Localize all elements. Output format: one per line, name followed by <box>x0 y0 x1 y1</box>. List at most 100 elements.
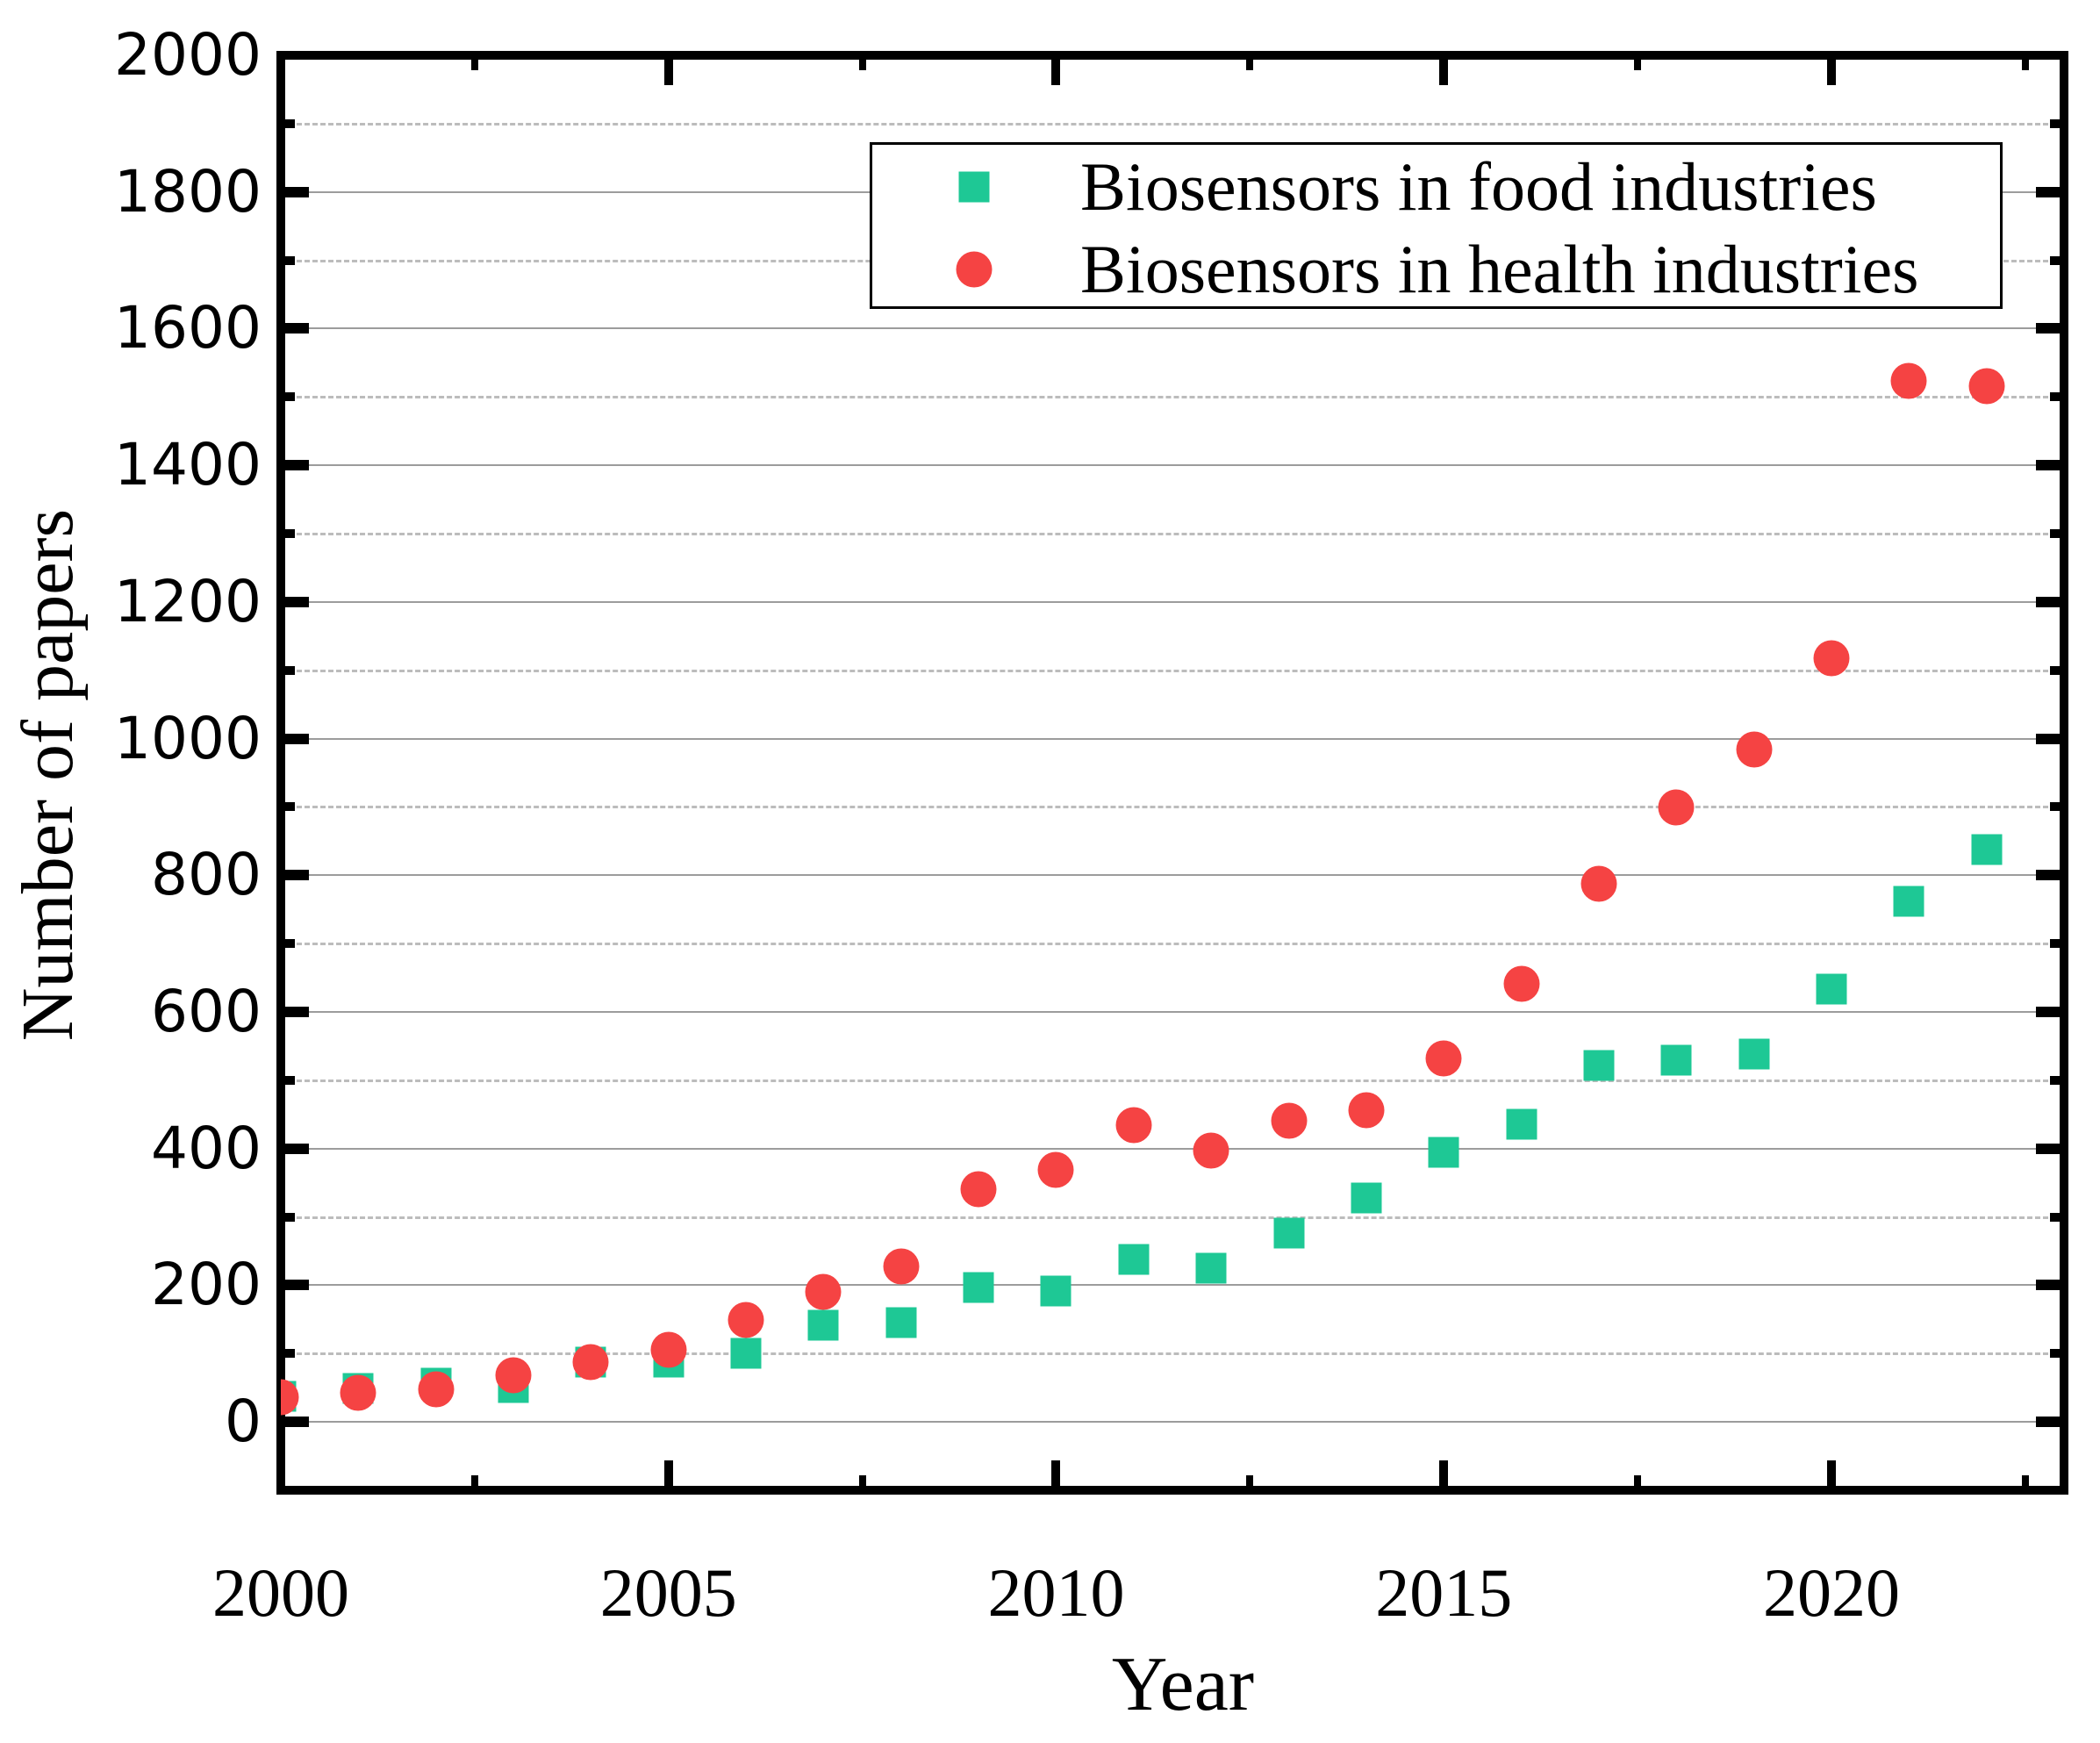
point-health-2017 <box>1580 865 1617 902</box>
point-health-2000 <box>281 1379 299 1416</box>
y-major-tick-right-1400 <box>2036 460 2064 471</box>
x-minor-tick-top-2012.5 <box>1246 55 1254 70</box>
x-minor-tick-top-2002.5 <box>470 55 478 70</box>
y-axis-title: Number of papers <box>7 508 89 1042</box>
y-minor-tick-left-500 <box>281 1075 295 1085</box>
legend: Biosensors in food industries Biosensors… <box>870 142 2003 309</box>
point-health-2009 <box>960 1171 997 1208</box>
x-minor-tick-bottom-2012.5 <box>1246 1475 1254 1490</box>
x-tick-label-2015: 2015 <box>1375 1554 1513 1631</box>
y-major-tick-right-1800 <box>2036 186 2064 197</box>
point-food-2018 <box>1660 1044 1692 1075</box>
health-series-circle-icon <box>956 251 993 288</box>
y-minor-tick-right-900 <box>2050 802 2064 812</box>
y-minor-tick-right-700 <box>2050 939 2064 949</box>
y-minor-tick-left-1100 <box>281 665 295 675</box>
x-minor-tick-top-2017.5 <box>1634 55 1642 70</box>
gridline-dashed-300 <box>281 1216 2064 1219</box>
point-health-2002 <box>418 1371 455 1408</box>
point-health-2014 <box>1348 1092 1385 1129</box>
y-minor-tick-left-1700 <box>281 255 295 265</box>
legend-label-food: Biosensors in food industries <box>1080 148 1877 225</box>
x-tick-label-2000: 2000 <box>212 1554 349 1631</box>
x-major-tick-top-2005 <box>663 55 673 85</box>
y-minor-tick-right-1500 <box>2050 392 2064 402</box>
point-health-2020 <box>1813 640 1850 677</box>
y-minor-tick-left-700 <box>281 939 295 949</box>
point-health-2010 <box>1037 1151 1074 1188</box>
gridline-solid-200 <box>281 1284 2064 1287</box>
point-food-2012 <box>1195 1252 1227 1284</box>
point-health-2008 <box>883 1248 920 1285</box>
x-tick-label-2005: 2005 <box>599 1554 737 1631</box>
y-minor-tick-right-1700 <box>2050 255 2064 265</box>
y-minor-tick-right-300 <box>2050 1212 2064 1222</box>
gridline-solid-1400 <box>281 464 2064 467</box>
gridline-solid-1600 <box>281 327 2064 330</box>
y-minor-tick-right-100 <box>2050 1349 2064 1359</box>
x-major-tick-top-2020 <box>1826 55 1836 85</box>
y-major-tick-right-400 <box>2036 1143 2064 1154</box>
y-major-tick-left-800 <box>281 870 309 881</box>
y-minor-tick-right-500 <box>2050 1075 2064 1085</box>
food-series-square-icon <box>958 171 990 203</box>
gridline-dashed-1900 <box>281 122 2064 126</box>
y-major-tick-left-200 <box>281 1280 309 1291</box>
x-major-tick-bottom-2020 <box>1826 1460 1836 1490</box>
point-health-2005 <box>650 1331 687 1368</box>
y-minor-tick-left-300 <box>281 1212 295 1222</box>
y-major-tick-left-1800 <box>281 186 309 197</box>
y-major-tick-right-0 <box>2036 1417 2064 1428</box>
point-food-2022 <box>1971 834 2003 865</box>
point-food-2017 <box>1583 1050 1615 1081</box>
legend-label-health: Biosensors in health industries <box>1080 231 1919 307</box>
point-food-2011 <box>1118 1244 1150 1275</box>
x-minor-tick-bottom-2022.5 <box>2021 1475 2029 1490</box>
point-health-2012 <box>1193 1132 1229 1169</box>
y-major-tick-left-0 <box>281 1417 309 1428</box>
point-health-2015 <box>1425 1040 1462 1077</box>
point-food-2006 <box>730 1338 762 1369</box>
y-tick-label-1800: 1800 <box>114 157 262 226</box>
gridline-dashed-1500 <box>281 396 2064 399</box>
x-major-tick-bottom-2010 <box>1051 1460 1061 1490</box>
y-tick-label-400: 400 <box>151 1114 262 1182</box>
x-minor-tick-bottom-2002.5 <box>470 1475 478 1490</box>
x-tick-label-2020: 2020 <box>1762 1554 1900 1631</box>
y-major-tick-right-200 <box>2036 1280 2064 1291</box>
y-major-tick-right-1000 <box>2036 733 2064 744</box>
y-tick-label-2000: 2000 <box>114 21 262 89</box>
y-tick-label-1200: 1200 <box>114 567 262 635</box>
gridline-dashed-1100 <box>281 669 2064 672</box>
point-health-2007 <box>805 1273 842 1310</box>
x-minor-tick-bottom-2017.5 <box>1634 1475 1642 1490</box>
y-major-tick-left-600 <box>281 1007 309 1017</box>
gridline-dashed-1300 <box>281 533 2064 535</box>
y-tick-label-0: 0 <box>225 1388 262 1456</box>
gridline-dashed-700 <box>281 943 2064 946</box>
x-tick-label-2010: 2010 <box>987 1554 1125 1631</box>
point-health-2021 <box>1890 362 1927 399</box>
y-minor-tick-left-1500 <box>281 392 295 402</box>
point-food-2020 <box>1816 973 1847 1005</box>
point-food-2007 <box>807 1309 839 1341</box>
gridline-solid-800 <box>281 874 2064 877</box>
gridline-solid-600 <box>281 1011 2064 1013</box>
point-health-2001 <box>340 1374 376 1411</box>
y-major-tick-left-1000 <box>281 733 309 744</box>
gridline-solid-1000 <box>281 737 2064 740</box>
x-major-tick-top-2015 <box>1439 55 1449 85</box>
x-minor-tick-top-2007.5 <box>858 55 866 70</box>
x-major-tick-bottom-2015 <box>1439 1460 1449 1490</box>
point-health-2019 <box>1736 731 1773 768</box>
y-major-tick-left-400 <box>281 1143 309 1154</box>
point-health-2022 <box>1968 368 2005 405</box>
y-tick-label-1400: 1400 <box>114 431 262 499</box>
x-axis-title: Year <box>1111 1642 1255 1727</box>
point-food-2010 <box>1040 1275 1072 1307</box>
y-minor-tick-left-1300 <box>281 529 295 538</box>
x-minor-tick-top-2022.5 <box>2021 55 2029 70</box>
point-food-2009 <box>963 1272 994 1303</box>
x-minor-tick-bottom-2007.5 <box>858 1475 866 1490</box>
